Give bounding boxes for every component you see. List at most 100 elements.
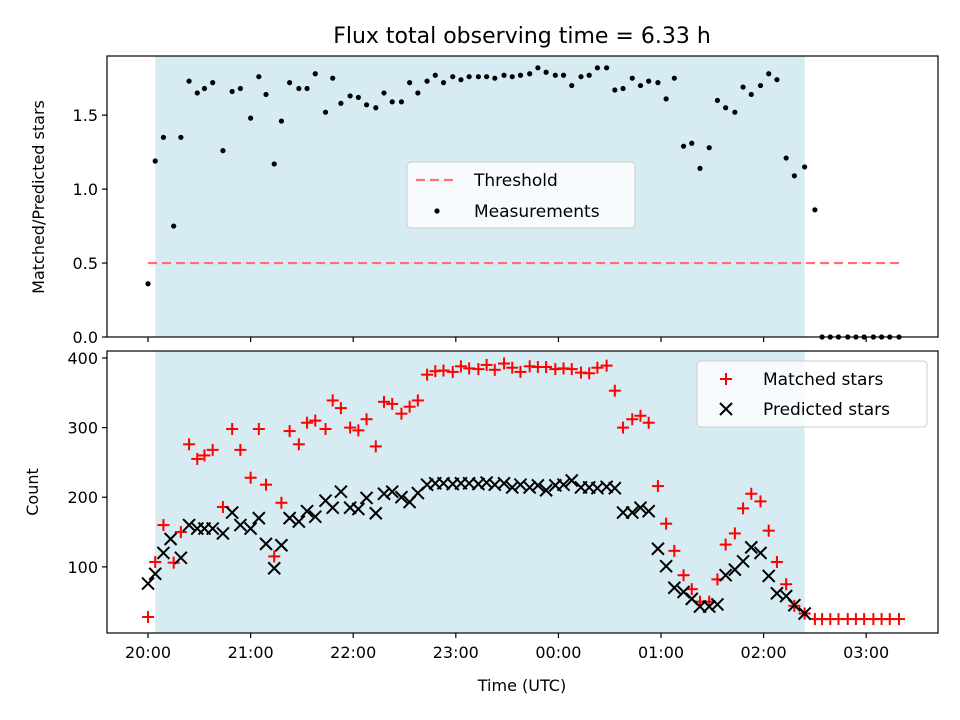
matched-star-point	[301, 416, 314, 429]
x-tick-label: 22:00	[330, 643, 376, 662]
measurement-point	[407, 80, 413, 86]
measurement-point	[689, 140, 695, 146]
measurement-point	[178, 134, 184, 140]
bottom-plot-frame	[106, 350, 939, 634]
measurement-point	[569, 82, 575, 89]
predicted-star-point	[156, 546, 171, 560]
matched-star-point	[326, 394, 339, 407]
predicted-star-point	[359, 491, 374, 505]
bottom-x-axis: 20:00 21:00 22:00 23:00 00:00 01:00 02:00 03:00	[125, 633, 889, 662]
matched-star-point	[183, 438, 196, 451]
matched-star-point	[283, 425, 296, 438]
matched-star-point	[780, 578, 793, 591]
matched-star-point	[319, 422, 332, 435]
measurement-point	[475, 74, 481, 80]
x-tick-label: 01:00	[638, 643, 684, 662]
matched-star-point	[762, 524, 775, 537]
matched-star-point	[275, 496, 288, 509]
measurement-point	[560, 72, 567, 78]
top-y-tick-label: 0.0	[73, 328, 98, 347]
measurement-point	[697, 165, 703, 171]
matched-star-point	[421, 368, 434, 381]
predicted-star-point	[259, 537, 273, 551]
matched-star-point	[893, 613, 906, 626]
measurement-point	[458, 77, 464, 83]
matched-star-point	[191, 452, 204, 465]
matched-star-point	[514, 365, 527, 378]
predicted-star-point	[556, 477, 571, 492]
measurement-point	[355, 94, 361, 101]
matched-star-point	[292, 438, 305, 451]
top-y-axis: 0.0 0.5 1.0 1.5	[73, 106, 107, 347]
measurement-point	[201, 85, 208, 92]
matched-star-point	[642, 416, 655, 429]
measurement-point	[256, 74, 262, 80]
predicted-star-point	[334, 484, 348, 499]
measurement-point	[278, 118, 285, 124]
predicted-star-point	[770, 586, 784, 601]
measurement-point	[312, 71, 318, 77]
predicted-star-point	[753, 546, 768, 560]
matched-star-point	[260, 478, 273, 491]
predicted-star-point	[205, 521, 220, 536]
measurement-point	[612, 87, 618, 93]
measurement-point	[543, 69, 549, 75]
measurement-point	[578, 74, 584, 80]
matched-star-point	[198, 449, 211, 462]
predicted-stars-points	[141, 473, 812, 621]
predicted-star-point	[267, 561, 281, 575]
measurement-point	[671, 75, 677, 81]
x-tick-label: 21:00	[228, 643, 274, 662]
measurement-point	[304, 85, 310, 92]
matched-star-point	[226, 422, 239, 435]
matched-star-point	[540, 361, 553, 374]
measurement-point	[552, 72, 558, 78]
measurement-point	[637, 82, 644, 89]
bottom-shaded-region	[155, 351, 805, 633]
measurement-point	[680, 143, 687, 149]
x-tick-label: 02:00	[741, 643, 787, 662]
predicted-star-point	[505, 480, 519, 495]
predicted-star-point	[377, 487, 391, 501]
x-tick-label: 20:00	[125, 643, 171, 662]
matched-star-point	[498, 357, 511, 370]
predicted-star-point	[282, 511, 297, 525]
measurement-point	[723, 105, 729, 111]
matched-star-point	[142, 610, 155, 623]
measurement-point	[263, 91, 269, 98]
predicted-star-point	[300, 504, 314, 518]
matched-star-point	[677, 569, 690, 582]
measurement-point	[501, 72, 507, 78]
legend-measurements-swatch	[434, 208, 440, 214]
predicted-star-point	[243, 521, 258, 536]
bottom-y-tick-label: 400	[67, 349, 98, 368]
measurement-point	[322, 109, 329, 115]
matched-star-point	[608, 384, 621, 397]
measurement-point	[620, 85, 626, 92]
measurement-point	[812, 207, 818, 213]
legend-matched-swatch	[720, 373, 732, 385]
matched-star-point	[745, 487, 758, 500]
top-plot-frame	[106, 55, 939, 338]
measurement-point	[663, 96, 669, 102]
matched-star-point	[157, 519, 170, 532]
matched-star-point	[668, 544, 681, 557]
bottom-panel: 100 200 300 400 20:00 21:00 22:00 23:00 00:00 01…	[23, 349, 939, 695]
measurement-point	[774, 77, 780, 83]
predicted-star-point	[163, 532, 178, 546]
measurement-point	[210, 80, 216, 86]
measurement-point	[586, 72, 592, 78]
top-y-tick-label: 1.0	[73, 180, 98, 199]
matched-star-point	[352, 424, 365, 437]
matched-star-point	[454, 360, 467, 373]
predicted-star-point	[292, 514, 306, 529]
measurement-point	[373, 105, 379, 111]
bottom-y-tick-label: 100	[67, 558, 98, 577]
measurement-point	[338, 100, 344, 106]
bottom-y-tick-label: 200	[67, 488, 98, 507]
predicted-star-point	[531, 478, 545, 493]
matched-star-point	[268, 550, 281, 563]
measurement-point	[783, 155, 789, 161]
measurement-point	[330, 75, 336, 81]
measurement-point	[152, 158, 158, 164]
